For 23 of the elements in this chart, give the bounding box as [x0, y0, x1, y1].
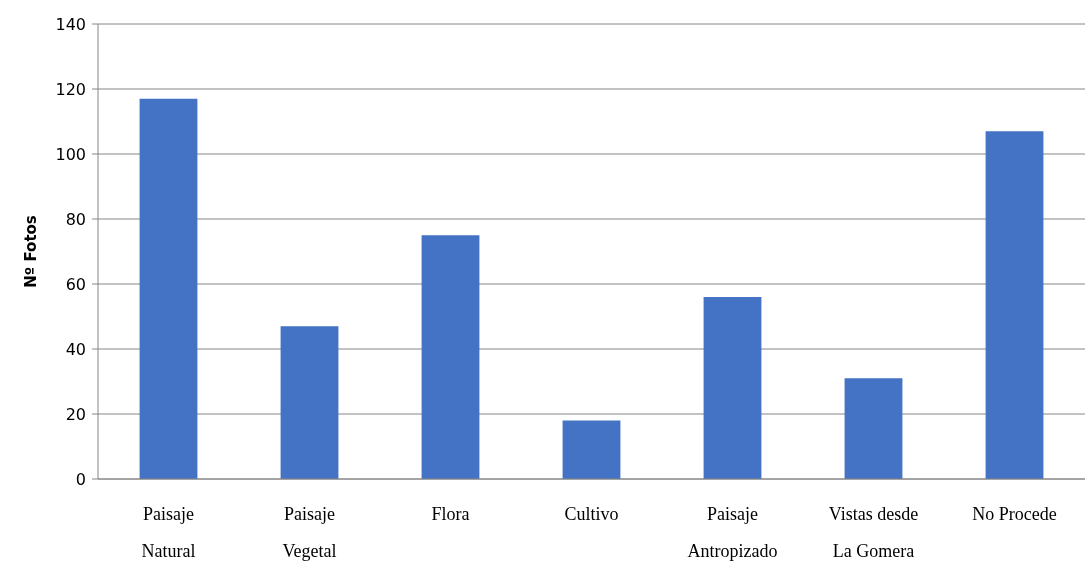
bar: [985, 131, 1044, 479]
y-tick-label: 40: [65, 339, 86, 359]
y-tick-label: 100: [55, 144, 86, 164]
bar: [562, 420, 621, 479]
bar: [703, 297, 762, 479]
y-tick-label: 0: [75, 469, 86, 489]
x-tick-label: Vistas desde La Gomera: [828, 504, 919, 561]
y-tick-label: 140: [55, 14, 86, 34]
y-tick-label: 20: [65, 404, 86, 424]
x-tick-label: Flora: [431, 504, 470, 524]
x-tick-label: Paisaje Antropizado: [687, 504, 778, 561]
y-tick-label: 120: [55, 79, 86, 99]
y-tick-label: 60: [65, 274, 86, 294]
x-tick-label: Cultivo: [564, 504, 619, 524]
x-tick-label: No Procede: [972, 504, 1057, 524]
x-tick-label: Paisaje Natural: [141, 504, 196, 561]
x-tick-label: Paisaje Vegetal: [282, 504, 337, 561]
bar: [844, 378, 903, 479]
bar: [139, 98, 198, 479]
bar: [280, 326, 339, 479]
bar: [421, 235, 480, 479]
y-tick-label: 80: [65, 209, 86, 229]
y-axis-title: Nº Fotos: [22, 215, 40, 288]
